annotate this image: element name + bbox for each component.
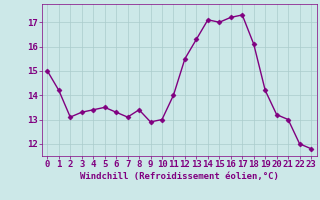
- X-axis label: Windchill (Refroidissement éolien,°C): Windchill (Refroidissement éolien,°C): [80, 172, 279, 181]
